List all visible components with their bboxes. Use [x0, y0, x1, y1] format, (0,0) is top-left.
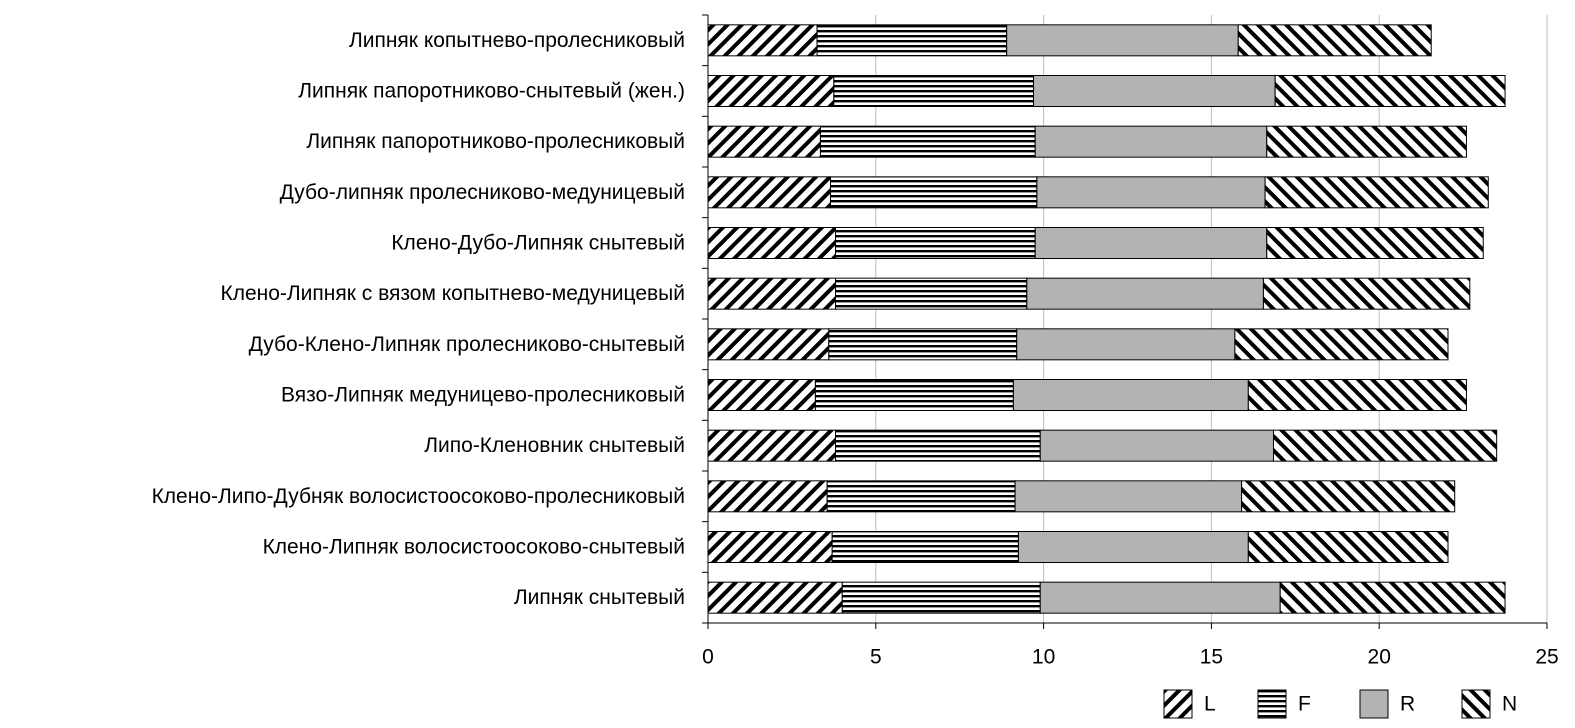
- bar-L-row-10: [707, 480, 828, 513]
- category-label: Клено-Липо-Дубняк волосистоосоково-проле…: [152, 485, 685, 508]
- bar-R-row-12: [1039, 581, 1281, 614]
- category-label: Липо-Кленовник снытевый: [424, 434, 685, 457]
- bar-F-row-11: [831, 531, 1019, 563]
- category-label: Липняк папоротниково-снытевый (жен.): [298, 80, 685, 103]
- legend-label-N: N: [1502, 693, 1517, 716]
- bar-F-row-7: [828, 328, 1018, 361]
- bar-N-row-1: [1237, 24, 1432, 57]
- bar-F-row-5: [835, 227, 1036, 259]
- bar-R-row-6: [1026, 277, 1264, 310]
- bar-R-row-2: [1033, 75, 1276, 107]
- x-tick-label: 10: [1032, 646, 1055, 669]
- category-label: Вязо-Липняк медуницево-пролесниковый: [281, 384, 685, 407]
- legend-label-F: F: [1298, 693, 1311, 716]
- gridlines: [875, 15, 1548, 623]
- bar-N-row-12: [1279, 581, 1506, 614]
- axes: [702, 14, 1548, 629]
- x-tick-labels: 0 5 10 15 20 25: [702, 646, 1559, 669]
- bar-L-row-6: [707, 277, 837, 310]
- bar-L-row-11: [707, 531, 833, 563]
- bar-R-row-5: [1034, 227, 1268, 259]
- bar-L-row-2: [707, 75, 835, 107]
- bar-R-row-7: [1016, 328, 1236, 361]
- category-label: Дубо-липняк пролесниково-медуницевый: [280, 181, 685, 204]
- bar-N-row-4: [1264, 176, 1489, 209]
- bar-N-row-5: [1266, 227, 1484, 259]
- category-label: Дубо-Клено-Липняк пролесниково-снытевый: [249, 333, 685, 356]
- category-label: Клено-Липняк волосистоосоково-снытевый: [263, 536, 685, 559]
- category-labels: Липняк копытнево-пролесниковый Липняк пап…: [152, 29, 685, 609]
- legend-swatch-R: [1359, 689, 1389, 719]
- bar-L-row-9: [707, 429, 837, 462]
- bar-F-row-12: [841, 581, 1041, 614]
- bar-L-row-1: [707, 24, 818, 57]
- x-tick-label: 0: [702, 646, 714, 669]
- x-tick-label: 5: [870, 646, 882, 669]
- bar-R-row-3: [1034, 125, 1268, 158]
- bar-L-row-8: [707, 379, 816, 411]
- bar-R-row-9: [1039, 429, 1274, 462]
- bar-N-row-9: [1272, 429, 1498, 462]
- bar-L-row-5: [707, 227, 837, 259]
- bar-R-row-4: [1036, 176, 1266, 209]
- bar-F-row-4: [829, 176, 1038, 209]
- legend-label-R: R: [1400, 693, 1415, 716]
- legend-swatch-F: [1257, 689, 1287, 719]
- bar-F-row-1: [816, 24, 1008, 57]
- legend-label-L: L: [1204, 693, 1216, 716]
- legend-swatch-L: [1163, 689, 1193, 719]
- x-tick-label: 25: [1535, 646, 1558, 669]
- bars: [707, 24, 1506, 614]
- legend-swatch-N: [1461, 689, 1491, 719]
- category-label: Липняк копытнево-пролесниковый: [349, 29, 685, 52]
- bar-F-row-6: [835, 277, 1028, 310]
- x-tick-label: 15: [1200, 646, 1223, 669]
- bar-F-row-10: [826, 480, 1016, 513]
- bar-N-row-3: [1266, 125, 1467, 158]
- bar-N-row-6: [1262, 277, 1471, 310]
- bar-F-row-3: [819, 125, 1036, 158]
- x-tick-label: 20: [1368, 646, 1391, 669]
- category-label: Липняк снытевый: [514, 586, 685, 609]
- bar-F-row-9: [835, 429, 1041, 462]
- bar-F-row-2: [833, 75, 1035, 107]
- bar-R-row-1: [1006, 24, 1239, 57]
- bar-L-row-7: [707, 328, 830, 361]
- bar-L-row-3: [707, 125, 821, 158]
- bar-L-row-12: [707, 581, 843, 614]
- bar-L-row-4: [707, 176, 831, 209]
- bar-F-row-8: [814, 379, 1014, 411]
- bar-N-row-8: [1247, 379, 1467, 411]
- bar-R-row-8: [1012, 379, 1249, 411]
- bar-R-row-11: [1017, 531, 1249, 563]
- category-label: Клено-Дубо-Липняк снытевый: [391, 232, 685, 255]
- category-label: Клено-Липняк с вязом копытнево-медуницев…: [220, 282, 685, 305]
- bar-N-row-7: [1234, 328, 1449, 361]
- bar-N-row-11: [1247, 531, 1449, 563]
- bar-N-row-10: [1241, 480, 1456, 513]
- bar-R-row-10: [1014, 480, 1243, 513]
- bar-N-row-2: [1274, 75, 1506, 107]
- category-label: Липняк папоротниково-пролесниковый: [306, 130, 685, 153]
